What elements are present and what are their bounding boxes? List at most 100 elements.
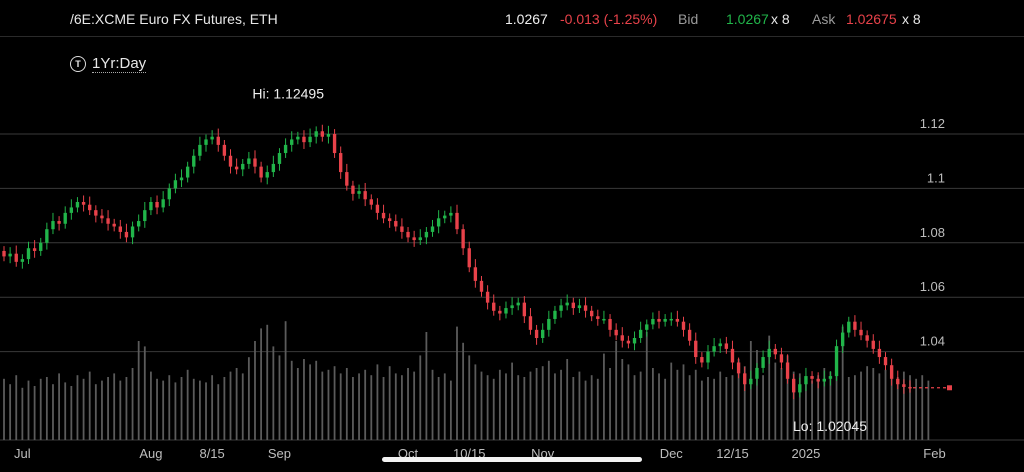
candle-body [45,229,49,243]
candle-body [479,280,484,292]
volume-bar [27,380,30,440]
volume-bar [805,377,807,440]
volume-bar [321,371,324,440]
volume-bar [284,321,287,440]
candle-body [277,153,282,164]
candle-body [718,343,722,347]
volume-bar [303,359,305,440]
volume-bar [107,377,109,440]
range-selector[interactable]: T 1Yr:Day [70,54,147,74]
volume-bar [768,335,771,440]
candle-body [608,318,612,330]
candle-body [528,316,533,330]
volume-bar [909,375,911,440]
candle-body [14,253,18,262]
volume-bar [615,341,618,440]
last-price-marker [947,385,952,391]
y-tick-label: 1.12 [920,116,945,131]
candle-body [320,131,325,137]
volume-bar [627,364,630,440]
candle-body [565,302,569,306]
volume-bar [260,328,263,440]
volume-bar [847,377,850,440]
volume-bar [780,368,783,440]
candle-body [583,305,588,311]
candle-body [700,357,704,363]
x-tick-label: Feb [923,446,945,461]
volume-bar [198,380,201,440]
candle-body [424,231,429,238]
candle-body [381,212,386,219]
candle-body [394,221,398,227]
volume-bar [425,332,428,440]
x-tick-label: Sep [268,446,291,461]
volume-bar [358,373,360,440]
volume-bar [82,378,85,440]
candle-body [847,321,851,333]
candle-body [706,351,710,363]
candle-body [492,302,496,311]
volume-bar [707,377,709,440]
volume-bar [45,377,48,440]
candle-body [651,318,655,325]
volume-bar [315,360,318,440]
candle-body [626,340,631,344]
candle-body [828,376,833,379]
volume-bar [529,371,532,440]
x-tick-label: 8/15 [199,446,224,461]
volume-bar [749,341,752,440]
volume-bar [651,368,654,440]
candle-body [436,218,441,227]
volume-bar [560,369,562,440]
candle-body [516,302,520,306]
candle-body [908,386,912,389]
volume-bar [823,368,826,440]
volume-bar [786,355,789,440]
candle-body [290,139,294,145]
volume-bar [333,366,336,440]
volume-bar [462,342,465,440]
candle-body [816,378,820,382]
volume-bar [474,364,477,440]
y-tick-label: 1.04 [920,334,945,349]
candle-body [485,291,490,303]
volume-bar [382,377,385,440]
candle-body [834,346,839,377]
bid-size: x 8 [771,11,790,27]
candle-body [234,166,239,170]
volume-bar [517,375,520,440]
candle-body [798,384,802,393]
candle-body [785,362,790,379]
candle-body [877,348,882,358]
candle-body [143,210,147,222]
candle-body [100,215,104,219]
candle-body [192,155,196,167]
volume-bar [394,373,397,440]
bid-label: Bid [678,11,699,27]
ask-size: x 8 [902,11,921,27]
volume-bar [223,377,226,440]
candle-body [724,343,729,349]
volume-bar [137,341,140,440]
volume-bar [664,378,667,440]
range-label[interactable]: 1Yr:Day [92,55,147,73]
volume-bar [603,353,605,440]
home-indicator[interactable] [382,457,642,462]
low-label: Lo: 1.02045 [793,418,867,434]
candle-body [859,329,863,336]
candle-body [136,221,141,227]
volume-bar [792,371,795,440]
volume-bar [688,375,691,440]
volume-bar [492,378,495,440]
candle-body [810,376,814,379]
candle-body [124,231,129,238]
volume-bar [572,377,575,440]
candle-body [541,329,545,338]
candle-body [302,136,306,143]
high-label: Hi: 1.12495 [252,86,324,102]
volume-bar [290,360,293,440]
candle-body [902,384,906,387]
volume-bar [156,378,158,440]
volume-bar [676,369,679,440]
